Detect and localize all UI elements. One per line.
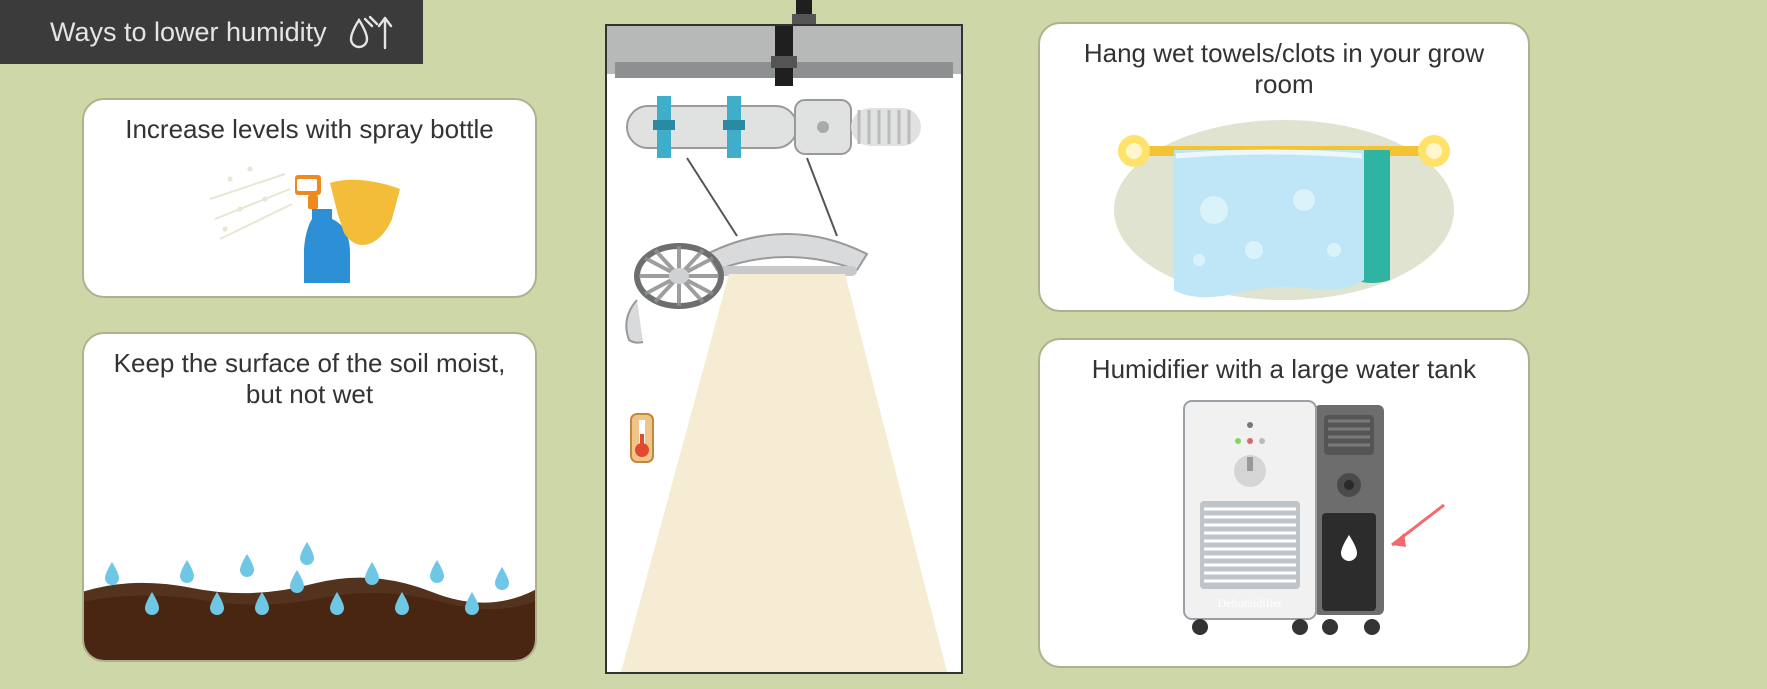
header-title: Ways to lower humidity [50, 17, 327, 48]
card-spray-label: Increase levels with spray bottle [108, 114, 511, 145]
soil-drops-icon [82, 442, 537, 662]
humidifier-icon: Dehumidifier [1104, 385, 1464, 645]
spray-bottle-icon [180, 149, 440, 289]
card-towel-label: Hang wet towels/clots in your grow room [1064, 38, 1504, 100]
header-bar: Ways to lower humidity [0, 0, 423, 64]
card-humid-label: Humidifier with a large water tank [1064, 354, 1504, 385]
card-soil-moist: Keep the surface of the soil moist, but … [82, 332, 537, 662]
card-soil-label: Keep the surface of the soil moist, but … [108, 348, 511, 410]
humidifier-brand-label: Dehumidifier [1218, 596, 1283, 610]
humidity-up-icon [345, 12, 393, 52]
towel-rack-icon [1104, 100, 1464, 300]
card-wet-towels: Hang wet towels/clots in your grow room [1038, 22, 1530, 312]
arrow-icon [1392, 505, 1444, 547]
infographic-canvas: Ways to lower humidity Increase levels w… [0, 0, 1767, 689]
grow-tent [605, 24, 963, 674]
card-humidifier: Humidifier with a large water tank [1038, 338, 1530, 668]
card-spray-bottle: Increase levels with spray bottle [82, 98, 537, 298]
